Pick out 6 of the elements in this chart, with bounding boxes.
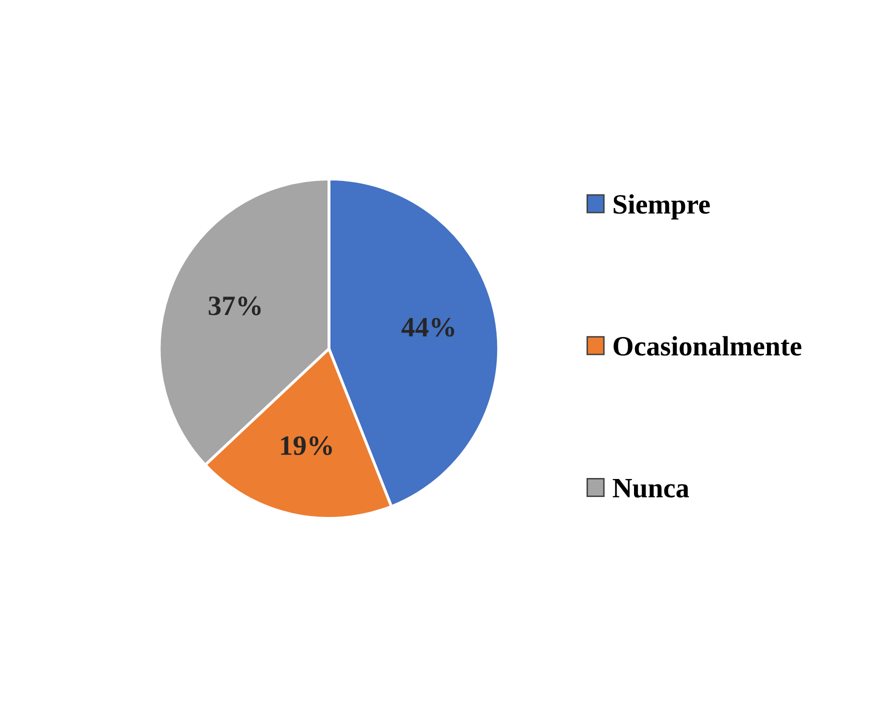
legend-label: Siempre: [614, 194, 710, 220]
data-label: 37%: [208, 296, 261, 316]
legend-label: Ocasionalmente: [614, 336, 802, 356]
legend-label: Nunca: [612, 479, 689, 498]
data-label: 19%: [281, 436, 332, 456]
data-label: 44%: [402, 318, 454, 337]
